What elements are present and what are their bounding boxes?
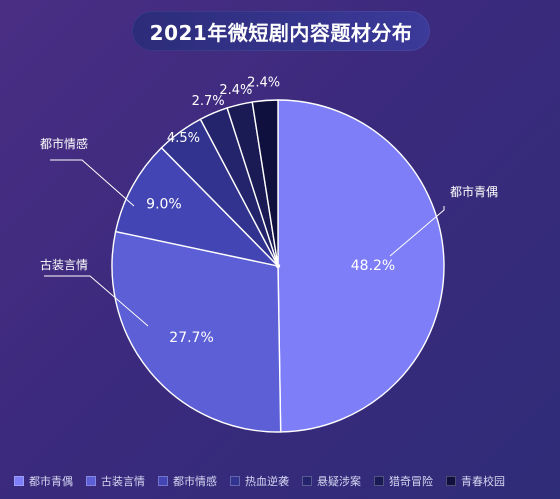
legend-swatch [446,476,456,486]
legend-item: 热血逆袭 [230,473,289,489]
legend-label: 猎奇冒险 [389,475,433,488]
legend-item: 都市青偶 [14,473,73,489]
callout-label: 古装言情 [40,257,88,272]
callout-line [389,206,445,257]
pie-value-label: 9.0% [146,197,182,213]
legend-item: 青春校园 [446,473,505,489]
legend-swatch [86,476,96,486]
legend-label: 古装言情 [101,475,145,488]
pie-value-label: 27.7% [169,330,213,346]
callout-label: 都市青偶 [450,184,498,199]
legend-item: 猎奇冒险 [374,473,433,489]
legend-swatch [158,476,168,486]
legend-label: 都市情感 [173,475,217,488]
pie-slice-2 [111,230,282,433]
pie-center-dot [275,263,281,269]
legend-swatch [374,476,384,486]
pie-slice-1 [277,99,445,433]
pie-value-label: 2.7% [192,94,225,109]
pie-value-label: 4.5% [167,131,200,146]
legend-item: 都市情感 [158,473,217,489]
pie-slice-3 [114,146,281,268]
legend-label: 青春校园 [461,475,505,488]
chart-title: 2021年微短剧内容题材分布 [132,11,430,51]
pie-value-label: 48.2% [351,258,395,274]
pie-value-label: 2.4% [219,83,252,98]
pie-slice-7 [251,99,279,267]
legend-label: 热血逆袭 [245,475,289,488]
legend-item: 古装言情 [86,473,145,489]
legend-item: 悬疑涉案 [302,473,361,489]
chart-legend: 都市青偶 古装言情 都市情感 热血逆袭 悬疑涉案 猎奇冒险 青春校园 [14,470,554,492]
legend-swatch [14,476,24,486]
callout-line [50,159,135,207]
callout-line [44,275,149,327]
legend-label: 都市青偶 [29,475,73,488]
pie-value-label: 2.4% [247,76,280,91]
legend-swatch [302,476,312,486]
legend-swatch [230,476,240,486]
callout-label: 都市情感 [40,136,88,151]
legend-label: 悬疑涉案 [317,475,361,488]
